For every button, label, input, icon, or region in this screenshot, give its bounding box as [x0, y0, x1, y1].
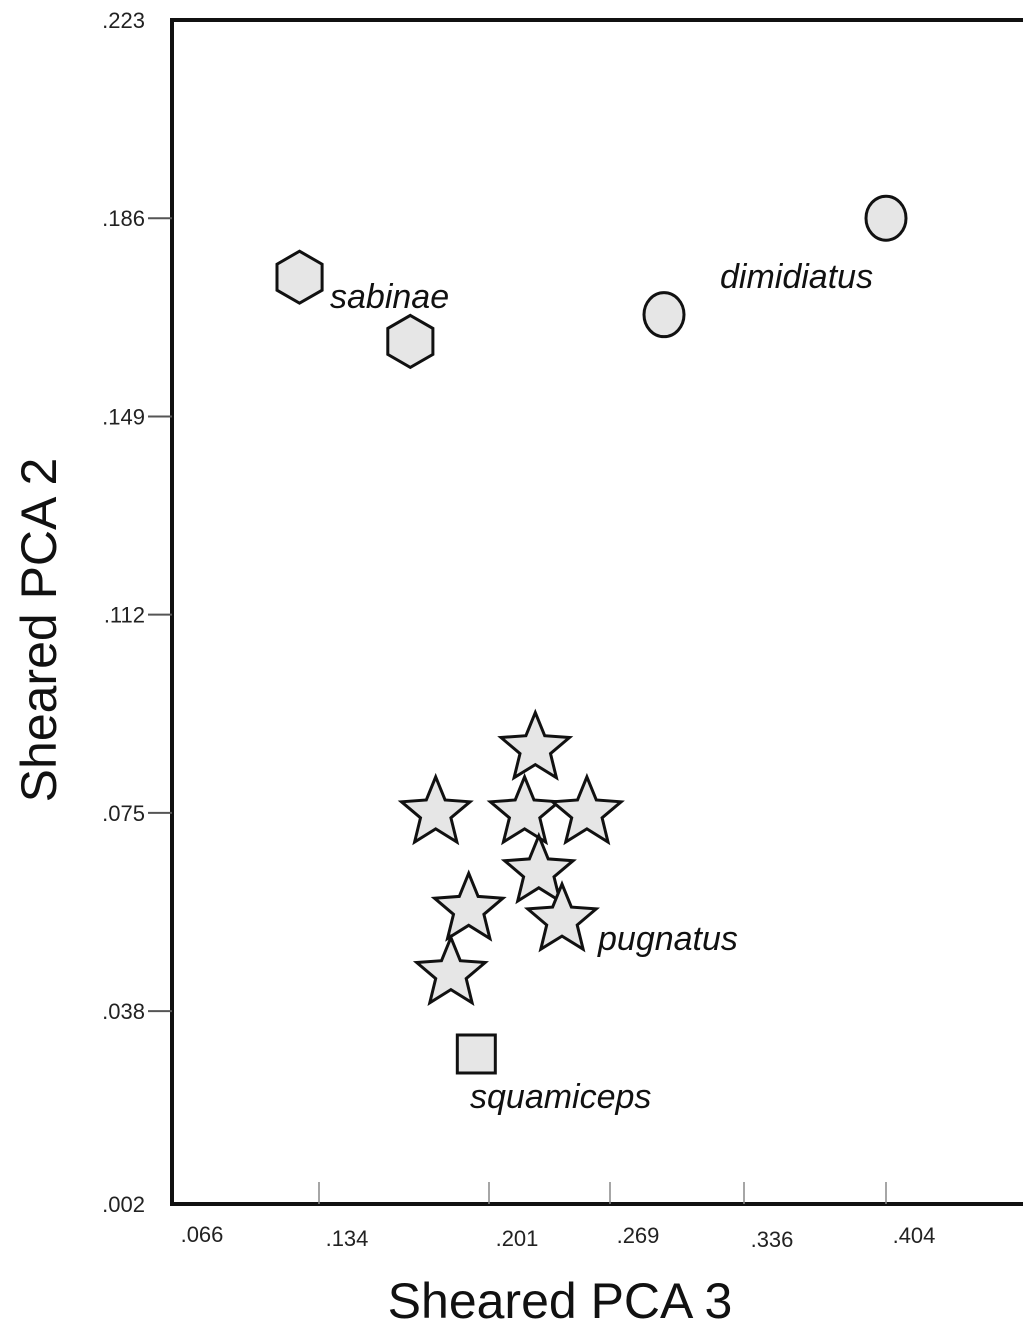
sabinae-point — [275, 249, 324, 305]
sabinae-label: sabinae — [330, 278, 449, 316]
x-tick-label: .269 — [617, 1223, 660, 1248]
dimidiatus-point — [642, 291, 686, 339]
dimidiatus-label: dimidiatus — [720, 258, 873, 296]
x-tick-label: .404 — [893, 1223, 936, 1248]
x-axis-title: Sheared PCA 3 — [388, 1273, 733, 1328]
pugnatus-point — [500, 831, 577, 905]
y-tick-label: .038 — [102, 999, 145, 1024]
pugnatus-point — [486, 772, 563, 846]
pugnatus-point — [412, 933, 489, 1007]
y-axis-title: Sheared PCA 2 — [11, 458, 67, 803]
x-tick-label: .201 — [496, 1226, 539, 1251]
y-tick-label: .075 — [102, 801, 145, 826]
x-axis-ticks: .066 .134 .201 .269 .336 .404 — [181, 1182, 936, 1252]
sabinae-point — [386, 313, 435, 370]
pugnatus-point — [397, 772, 474, 846]
plot-frame — [170, 18, 1023, 1206]
pugnatus-point — [430, 869, 507, 942]
y-tick-label: .223 — [102, 8, 145, 33]
y-tick-label: .149 — [102, 404, 145, 429]
x-tick-label: .066 — [181, 1222, 224, 1247]
pugnatus-label: pugnatus — [597, 920, 738, 958]
y-tick-label: .112 — [104, 603, 145, 628]
squamiceps-label: squamiceps — [470, 1078, 651, 1116]
y-tick-label: .002 — [102, 1192, 145, 1217]
data-markers — [275, 194, 908, 1075]
dimidiatus-point — [864, 194, 908, 242]
pugnatus-point — [523, 880, 600, 953]
y-tick-label: .186 — [102, 206, 145, 231]
y-axis-ticks: .223 .186 .149 .112 .075 .038 .002 — [102, 8, 172, 1217]
pugnatus-point — [548, 772, 625, 846]
pugnatus-point — [497, 708, 574, 781]
series-labels: sabinae dimidiatus pugnatus squamiceps — [330, 258, 873, 1116]
x-tick-label: .134 — [326, 1226, 369, 1251]
squamiceps-point — [455, 1033, 497, 1075]
x-tick-label: .336 — [751, 1227, 794, 1252]
